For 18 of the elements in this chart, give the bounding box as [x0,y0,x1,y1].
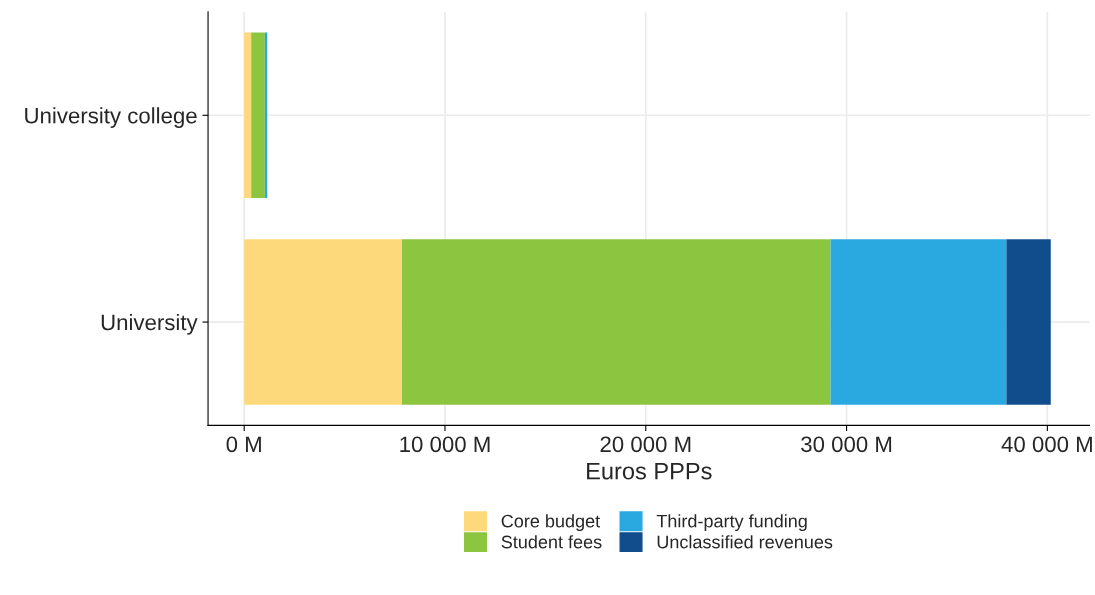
bar [830,239,1007,405]
legend-label: Core budget [501,514,600,532]
legend-label: Third-party funding [656,514,807,532]
bar [251,32,265,198]
x-tick-label: 40 000 M [1001,436,1092,453]
y-tick-label: University [101,313,198,335]
x-tick-label: 30 000 M [801,436,892,453]
bar [401,239,831,405]
bar [244,239,402,405]
y-tick-label: University college [25,107,197,128]
legend-label: Unclassified revenues [657,535,833,549]
x-tick-label: 20 000 M [600,436,691,453]
bar [1006,239,1051,405]
bar [244,32,252,198]
x-axis-title: Euros PPPs [587,462,712,480]
x-tick-label: 0 M [226,436,261,453]
x-tick-label: 10 000 M [400,436,490,453]
legend-label: Student fees [501,535,602,549]
